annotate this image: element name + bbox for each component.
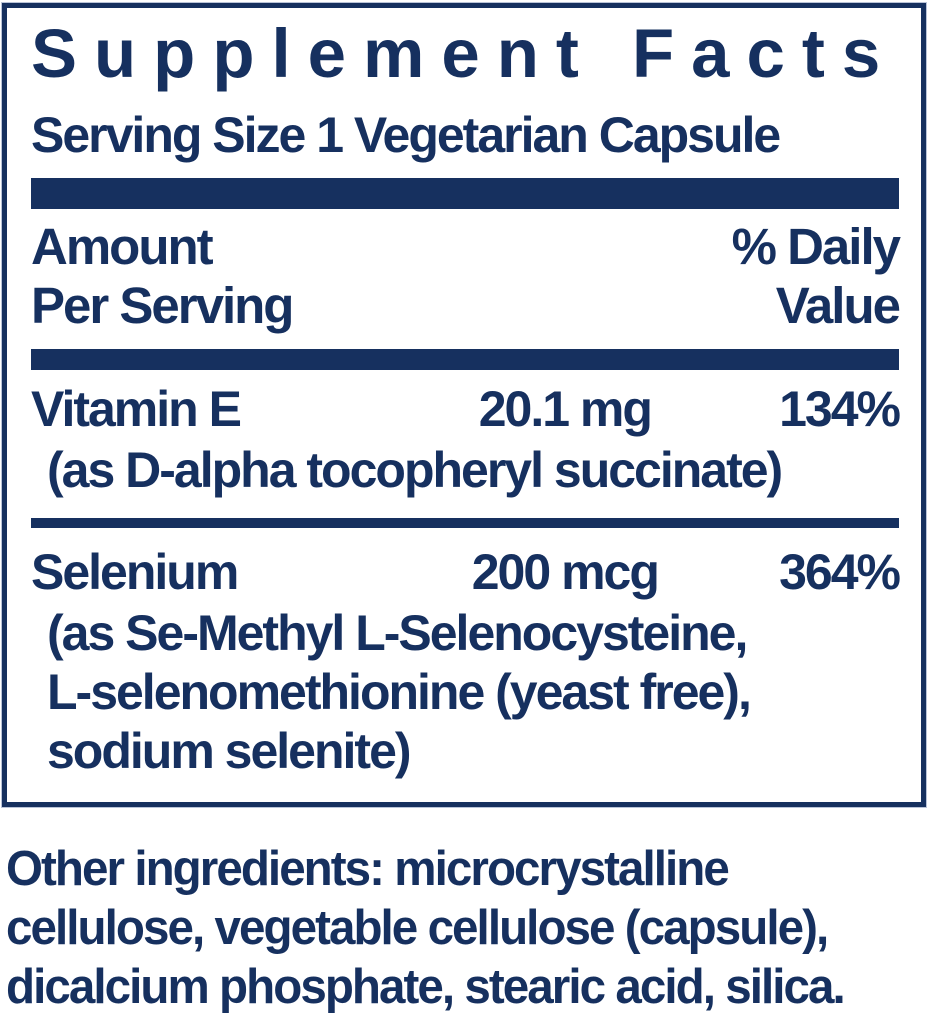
nutrient-detail-line: (as D-alpha tocopheryl succinate) <box>47 442 783 499</box>
column-headers: Amount Per Serving % Daily Value <box>31 217 901 335</box>
nutrient-name: Selenium <box>31 544 239 601</box>
header-bar-top <box>31 178 899 210</box>
nutrient-amount: 200 mcg <box>471 544 660 601</box>
nutrient-name: Vitamin E <box>31 381 242 438</box>
column-header-amount: Amount Per Serving <box>31 217 294 335</box>
nutrient-detail-line: sodium selenite) <box>47 723 412 780</box>
other-ingredients: Other ingredients: microcrystalline cell… <box>6 840 948 1017</box>
nutrient-daily-value: 364% <box>779 544 901 601</box>
nutrient-daily-value: 134% <box>779 381 901 438</box>
other-ingredients-line: cellulose, vegetable cellulose (capsule)… <box>6 901 829 955</box>
column-header-dv-line1: % Daily <box>731 218 901 276</box>
nutrient-row-selenium: Selenium 200 mcg 364% <box>31 544 901 601</box>
nutrient-row-vitamin-e: Vitamin E 20.1 mg 134% <box>31 381 901 438</box>
column-header-amount-line2: Per Serving <box>31 277 294 335</box>
row-divider <box>31 518 899 529</box>
serving-size: Serving Size 1 Vegetarian Capsule <box>31 107 781 164</box>
nutrient-detail-vitamin-e: (as D-alpha tocopheryl succinate) <box>31 441 899 500</box>
nutrient-detail-line: L-selenomethionine (yeast free), <box>47 664 752 721</box>
column-header-dv-line2: Value <box>775 277 901 335</box>
supplement-facts-panel: Supplement Facts Serving Size 1 Vegetari… <box>2 3 926 807</box>
panel-title: Supplement Facts <box>31 15 898 92</box>
header-bar-bottom <box>31 349 899 371</box>
column-header-amount-line1: Amount <box>31 218 214 276</box>
nutrient-detail-selenium: (as Se-Methyl L-Selenocysteine, L-seleno… <box>31 604 899 781</box>
nutrient-amount: 20.1 mg <box>478 381 653 438</box>
column-header-daily-value: % Daily Value <box>731 217 901 335</box>
other-ingredients-line: dicalcium phosphate, stearic acid, silic… <box>6 960 846 1014</box>
other-ingredients-line: Other ingredients: microcrystalline <box>6 842 730 896</box>
nutrient-detail-line: (as Se-Methyl L-Selenocysteine, <box>47 605 748 662</box>
